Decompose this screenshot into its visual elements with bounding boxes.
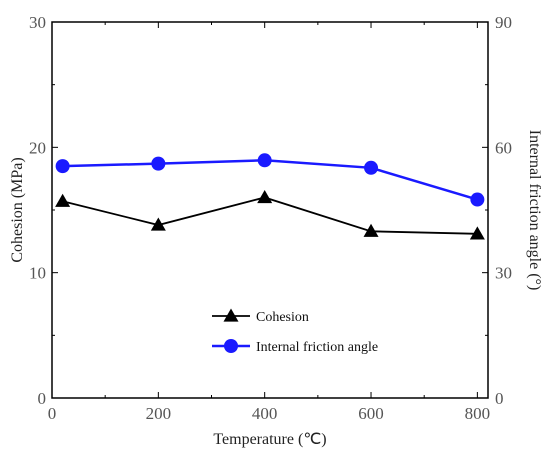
y-left-tick-label: 20 xyxy=(29,138,46,157)
friction-angle-point xyxy=(257,153,272,168)
x-tick-label: 600 xyxy=(358,404,384,423)
cohesion-point xyxy=(55,193,71,207)
x-axis-title: Temperature (℃) xyxy=(213,431,326,448)
legend-cohesion-marker xyxy=(223,308,239,322)
tick-group xyxy=(51,21,488,399)
cohesion-point xyxy=(150,217,166,231)
x-tick-label: 200 xyxy=(146,404,172,423)
friction-angle-point xyxy=(151,156,166,171)
friction-angle-point xyxy=(470,192,485,207)
friction-angle-line xyxy=(62,159,478,201)
cohesion-point xyxy=(363,223,379,237)
x-tick-label: 0 xyxy=(48,404,57,423)
x-tick-label: 400 xyxy=(252,404,278,423)
y-right-tick-label: 0 xyxy=(495,389,504,408)
friction-angle-point xyxy=(55,159,70,174)
cohesion-point xyxy=(257,189,273,204)
y-right-tick-label: 90 xyxy=(495,13,512,32)
y-axis-right-title: Internal friction angle (°) xyxy=(526,130,543,291)
cohesion-point xyxy=(469,226,485,240)
y-axis-left-title: Cohesion (MPa) xyxy=(9,157,26,262)
legend-friction-angle-label: Internal friction angle xyxy=(256,340,378,355)
y-left-tick-label: 0 xyxy=(38,389,47,408)
y-right-tick-label: 60 xyxy=(495,138,512,157)
y-left-tick-label: 30 xyxy=(29,13,46,32)
x-tick-label: 800 xyxy=(465,404,491,423)
legend: Cohesion Internal friction angle xyxy=(212,308,378,355)
legend-friction-angle-marker xyxy=(224,339,238,353)
y-left-tick-label: 10 xyxy=(29,264,46,283)
y-right-tick-label: 30 xyxy=(495,264,512,283)
legend-cohesion-label: Cohesion xyxy=(256,310,309,325)
series-layer xyxy=(55,153,485,240)
friction-angle-point xyxy=(364,160,379,175)
